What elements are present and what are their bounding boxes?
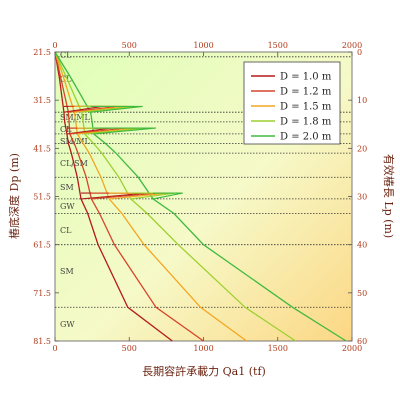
soil-label-1: CL xyxy=(60,74,72,83)
left-axis-ticks: 21.5 31.5 41.5 51.5 61.5 71.5 81.5 xyxy=(33,48,59,346)
x-axis-ticks-top: 0 500 1000 1500 2000 xyxy=(52,41,362,56)
soil-label-7: GW xyxy=(60,202,75,211)
x-tick-label-3: 1500 xyxy=(268,344,288,353)
x-top-tick-label-2: 1000 xyxy=(193,41,213,50)
left-axis-label: 樁底深度 Dp (m) xyxy=(7,153,21,239)
x-tick-label-4: 2000 xyxy=(342,344,362,353)
right-axis-ticks: 0 10 20 30 40 50 60 xyxy=(348,48,367,346)
right-tick-label-3: 30 xyxy=(357,193,367,202)
legend-label-3: D = 1.8 m xyxy=(280,117,332,128)
left-tick-label-1: 31.5 xyxy=(33,96,51,105)
soil-label-6: SM xyxy=(60,183,74,192)
legend-label-0: D = 1.0 m xyxy=(280,72,332,83)
left-tick-label-0: 21.5 xyxy=(33,48,51,57)
left-tick-label-3: 51.5 xyxy=(33,193,51,202)
left-tick-label-6: 81.5 xyxy=(33,337,51,346)
x-tick-label-1: 500 xyxy=(122,344,137,353)
x-axis-label: 長期容許承載力 Qa1 (tf) xyxy=(142,364,266,378)
soil-label-10: GW xyxy=(60,320,75,329)
right-tick-label-5: 50 xyxy=(357,289,367,298)
right-tick-label-6: 60 xyxy=(357,337,367,346)
series-spike-2-4 xyxy=(152,192,183,200)
soil-label-4: SM/ML xyxy=(60,137,91,146)
series-spike-1-4 xyxy=(93,127,157,135)
soil-label-8: CL xyxy=(60,226,72,235)
x-top-tick-label-4: 2000 xyxy=(342,41,362,50)
right-axis-label: 有效樁長 Lp (m) xyxy=(382,154,396,238)
x-tick-label-0: 0 xyxy=(52,344,57,353)
left-tick-label-5: 71.5 xyxy=(33,289,51,298)
series-lines xyxy=(54,51,347,342)
right-tick-label-1: 10 xyxy=(357,96,367,105)
left-tick-label-4: 61.5 xyxy=(33,241,51,250)
x-axis-ticks: 0 500 1000 1500 2000 xyxy=(52,337,362,353)
soil-label-0: CL xyxy=(60,50,72,59)
right-tick-label-4: 40 xyxy=(357,241,367,250)
soil-label-9: SM xyxy=(60,267,74,276)
legend: D = 1.0 m D = 1.2 m D = 1.5 m D = 1.8 m D = … xyxy=(243,61,341,145)
series-spike-0-4 xyxy=(90,105,143,113)
x-top-tick-label-0: 0 xyxy=(52,41,57,50)
x-tick-label-2: 1000 xyxy=(193,344,213,353)
legend-label-4: D = 2.0 m xyxy=(280,132,332,143)
x-top-tick-label-1: 500 xyxy=(122,41,137,50)
legend-label-1: D = 1.2 m xyxy=(280,87,332,98)
left-tick-label-2: 41.5 xyxy=(33,144,51,153)
x-top-tick-label-3: 1500 xyxy=(268,41,288,50)
legend-label-2: D = 1.5 m xyxy=(280,102,332,113)
right-tick-label-0: 0 xyxy=(357,48,362,57)
right-tick-label-2: 20 xyxy=(357,144,367,153)
